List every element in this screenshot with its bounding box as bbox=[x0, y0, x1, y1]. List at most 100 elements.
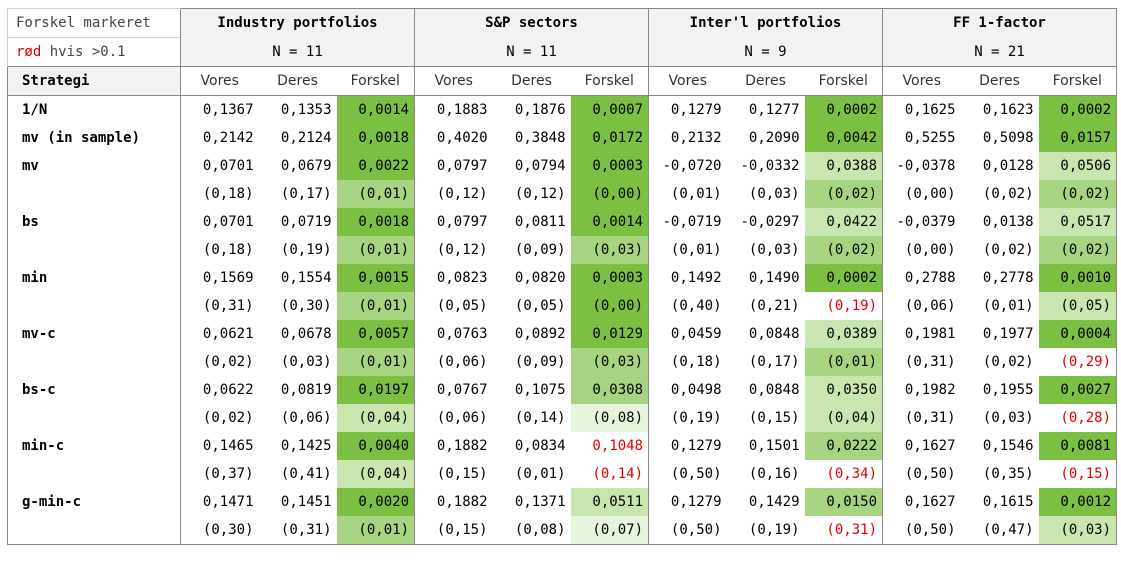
vores-cell: (0,01) bbox=[648, 180, 727, 208]
deres-cell: (0,03) bbox=[748, 186, 800, 202]
table-row: mv-c 0,0621 0,0678 0,0057 0,0763 0,0892 0,0129… bbox=[7, 320, 1117, 348]
deres-cell: (0,12) bbox=[514, 186, 566, 202]
table-row: g-min-c 0,1471 0,1451 0,0020 0,1882 0,1371 0,0… bbox=[7, 488, 1117, 516]
deres-cell: (0,09) bbox=[514, 242, 566, 258]
vores-cell: 0,1465 bbox=[180, 432, 259, 460]
table-row: (0,02) (0,03) (0,01) (0,06) (0,09) (0,03) (0,1… bbox=[7, 348, 1117, 376]
forskel-cell: (0,08) bbox=[570, 404, 649, 432]
deres-cell: 0,3848 bbox=[514, 130, 566, 146]
deres-cell: 0,1075 bbox=[514, 382, 566, 398]
vores-cell: (0,12) bbox=[414, 236, 493, 264]
vores-cell: (0,31) bbox=[882, 348, 961, 376]
forskel-cell: (0,15) bbox=[1038, 460, 1117, 488]
deres-cell: -0,0332 bbox=[740, 158, 800, 174]
forskel-cell: 0,0002 bbox=[804, 95, 883, 124]
forskel-cell: 0,0022 bbox=[336, 152, 415, 180]
vores-cell: (0,12) bbox=[414, 180, 493, 208]
subcol-vores: Vores bbox=[414, 66, 493, 96]
vores-cell: 0,1279 bbox=[648, 488, 727, 516]
vores-cell: 0,1627 bbox=[882, 432, 961, 460]
vores-cell: 0,0622 bbox=[180, 376, 259, 404]
forskel-cell: 0,0172 bbox=[570, 124, 649, 152]
forskel-cell: (0,01) bbox=[336, 516, 415, 545]
vores-cell: (0,18) bbox=[648, 348, 727, 376]
vores-cell: 0,0459 bbox=[648, 320, 727, 348]
forskel-cell: (0,05) bbox=[1038, 292, 1117, 320]
forskel-cell: (0,28) bbox=[1038, 404, 1117, 432]
vores-cell: 0,1279 bbox=[648, 95, 727, 124]
strategy-label bbox=[7, 292, 181, 320]
table-row: mv 0,0701 0,0679 0,0022 0,0797 0,0794 0,0003 -0… bbox=[7, 152, 1117, 180]
deres-cell: 0,1501 bbox=[748, 438, 800, 454]
vores-cell: (0,06) bbox=[414, 348, 493, 376]
forskel-cell: 0,0197 bbox=[336, 376, 415, 404]
strategy-label bbox=[7, 516, 181, 545]
forskel-cell: 0,0157 bbox=[1038, 124, 1117, 152]
group-n-ff: N = 21 bbox=[882, 37, 1117, 67]
deres-cell: 0,1546 bbox=[982, 438, 1034, 454]
vores-cell: 0,1471 bbox=[180, 488, 259, 516]
forskel-cell: 0,0020 bbox=[336, 488, 415, 516]
forskel-cell: 0,0014 bbox=[570, 208, 649, 236]
vores-cell: -0,0720 bbox=[648, 152, 727, 180]
deres-cell: 0,0820 bbox=[514, 270, 566, 286]
vores-cell: (0,18) bbox=[180, 236, 259, 264]
forskel-cell: (0,00) bbox=[570, 180, 649, 208]
strategy-label: min-c bbox=[7, 432, 181, 460]
strategy-label: mv bbox=[7, 152, 181, 180]
vores-cell: 0,1982 bbox=[882, 376, 961, 404]
deres-cell: (0,01) bbox=[514, 466, 566, 482]
subcol-deres: Deres bbox=[726, 66, 805, 96]
subcol-deres: Deres bbox=[258, 66, 337, 96]
deres-cell: (0,09) bbox=[514, 354, 566, 370]
results-table: Forskel markeret Industry portfolios S&P… bbox=[7, 8, 1117, 545]
forskel-cell: (0,04) bbox=[336, 460, 415, 488]
forskel-cell: (0,01) bbox=[336, 180, 415, 208]
forskel-cell: (0,01) bbox=[804, 348, 883, 376]
vores-cell: (0,18) bbox=[180, 180, 259, 208]
vores-cell: 0,0763 bbox=[414, 320, 493, 348]
deres-cell: 0,1353 bbox=[280, 102, 332, 118]
vores-cell: (0,06) bbox=[882, 292, 961, 320]
strategy-label bbox=[7, 348, 181, 376]
table-row: (0,02) (0,06) (0,04) (0,06) (0,14) (0,08) (0,1… bbox=[7, 404, 1117, 432]
forskel-cell: (0,03) bbox=[570, 236, 649, 264]
forskel-cell: 0,0010 bbox=[1038, 264, 1117, 292]
forskel-cell: (0,01) bbox=[336, 348, 415, 376]
vores-cell: (0,01) bbox=[648, 236, 727, 264]
subcol-vores: Vores bbox=[882, 66, 961, 96]
group-n-industry: N = 11 bbox=[180, 37, 415, 67]
vores-cell: 0,0823 bbox=[414, 264, 493, 292]
forskel-cell: 0,0222 bbox=[804, 432, 883, 460]
vores-cell: 0,1883 bbox=[414, 95, 493, 124]
group-title-ff: FF 1-factor bbox=[882, 8, 1117, 38]
deres-cell: 0,1876 bbox=[514, 102, 566, 118]
vores-cell: (0,06) bbox=[414, 404, 493, 432]
deres-cell: (0,01) bbox=[982, 298, 1034, 314]
group-title-sp: S&P sectors bbox=[414, 8, 649, 38]
forskel-cell: 0,0042 bbox=[804, 124, 883, 152]
vores-cell: 0,1882 bbox=[414, 488, 493, 516]
vores-cell: 0,5255 bbox=[882, 124, 961, 152]
forskel-cell: (0,02) bbox=[804, 236, 883, 264]
deres-cell: 0,0719 bbox=[280, 214, 332, 230]
vores-cell: 0,1279 bbox=[648, 432, 727, 460]
vores-cell: 0,2142 bbox=[180, 124, 259, 152]
vores-cell: 0,4020 bbox=[414, 124, 493, 152]
deres-cell: 0,1425 bbox=[280, 438, 332, 454]
forskel-cell: (0,31) bbox=[804, 516, 883, 545]
strategy-label: bs-c bbox=[7, 376, 181, 404]
strategy-label bbox=[7, 404, 181, 432]
table-row: min-c 0,1465 0,1425 0,0040 0,1882 0,0834 0,104… bbox=[7, 432, 1117, 460]
deres-cell: (0,02) bbox=[982, 186, 1034, 202]
deres-cell: (0,31) bbox=[258, 516, 337, 545]
deres-cell: 0,0794 bbox=[514, 158, 566, 174]
strategy-label: bs bbox=[7, 208, 181, 236]
vores-cell: (0,37) bbox=[180, 460, 259, 488]
forskel-cell: (0,04) bbox=[336, 404, 415, 432]
deres-cell: 0,1977 bbox=[982, 326, 1034, 342]
deres-cell: 0,0811 bbox=[514, 214, 566, 230]
vores-cell: -0,0719 bbox=[648, 208, 727, 236]
deres-cell: (0,41) bbox=[280, 466, 332, 482]
deres-cell: 0,0848 bbox=[748, 382, 800, 398]
